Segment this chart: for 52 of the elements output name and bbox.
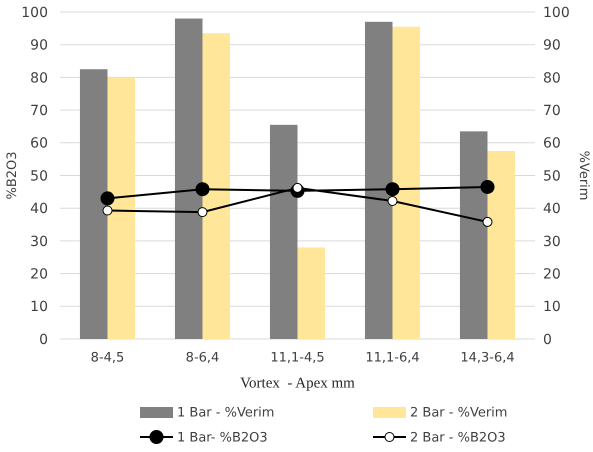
point bbox=[482, 216, 492, 227]
bar bbox=[80, 69, 108, 339]
x-tick-label: 11,1-6,4 bbox=[365, 350, 420, 366]
bar bbox=[202, 33, 230, 339]
bar bbox=[108, 77, 136, 339]
legend-label: 2 Bar - %Verim bbox=[410, 406, 508, 421]
y2-tick-label: 0 bbox=[543, 332, 552, 348]
y2-tick-label: 80 bbox=[543, 70, 561, 86]
y-tick-label: 40 bbox=[30, 201, 48, 218]
x-axis-title: Vortex - Apex mm bbox=[240, 375, 356, 392]
point bbox=[198, 207, 208, 218]
x-tick-label: 14,3-6,4 bbox=[460, 350, 515, 366]
point bbox=[100, 191, 114, 206]
bar bbox=[392, 26, 420, 339]
y2-tick-label: 10 bbox=[543, 299, 561, 316]
y2-tick-label: 40 bbox=[543, 201, 561, 218]
x-tick-label: 8-6,4 bbox=[186, 350, 220, 366]
y-tick-label: 70 bbox=[30, 103, 48, 119]
legend-label: 2 Bar - %B2O3 bbox=[410, 430, 506, 446]
point bbox=[480, 180, 494, 194]
y2-tick-label: 60 bbox=[543, 136, 561, 152]
y2-tick-label: 50 bbox=[543, 168, 561, 184]
y-tick-label: 60 bbox=[30, 136, 48, 152]
y-tick-label: 20 bbox=[30, 266, 48, 282]
bar bbox=[460, 131, 488, 339]
x-tick-label: 8-4,5 bbox=[90, 350, 124, 366]
y2-tick-label: 20 bbox=[543, 266, 561, 282]
point bbox=[386, 182, 400, 196]
bar bbox=[488, 150, 516, 339]
y-tick-label: 50 bbox=[30, 168, 48, 184]
y2-tick-label: 100 bbox=[543, 4, 570, 21]
point bbox=[388, 196, 398, 206]
bar bbox=[270, 124, 298, 339]
y2-axis-title: %Verim bbox=[576, 150, 591, 200]
y-tick-label: 0 bbox=[39, 332, 48, 348]
y2-tick-label: 30 bbox=[543, 234, 561, 250]
legend-label: 1 Bar- %B2O3 bbox=[177, 430, 268, 446]
y-tick-label: 30 bbox=[30, 234, 48, 250]
y2-tick-label: 70 bbox=[543, 103, 561, 119]
legend-label: 1 Bar - %Verim bbox=[177, 406, 274, 421]
y-tick-label: 10 bbox=[30, 299, 48, 316]
y-tick-label: 100 bbox=[21, 4, 48, 21]
point bbox=[102, 205, 112, 216]
bar bbox=[364, 22, 392, 339]
y-axis-title: %B2O3 bbox=[5, 151, 20, 200]
y2-tick-label: 90 bbox=[543, 38, 561, 54]
x-tick-label: 11,1-4,5 bbox=[270, 350, 325, 366]
bar bbox=[174, 18, 202, 339]
point bbox=[196, 182, 210, 196]
y-tick-label: 90 bbox=[30, 38, 48, 54]
bar bbox=[298, 247, 326, 339]
y-tick-label: 80 bbox=[30, 70, 48, 86]
